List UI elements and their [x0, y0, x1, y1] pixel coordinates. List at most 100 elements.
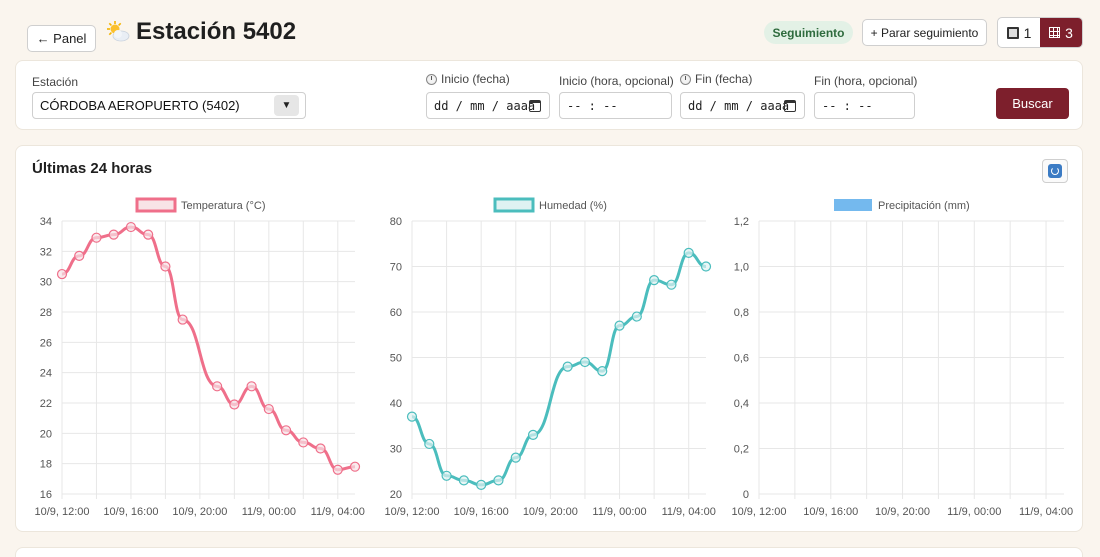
x-tick-label: 10/9, 16:00: [454, 506, 509, 518]
x-tick-label: 10/9, 20:00: [523, 506, 578, 518]
refresh-icon: [1048, 164, 1062, 178]
data-point: [143, 229, 154, 240]
y-tick-label: 80: [390, 216, 402, 228]
y-tick-label: 0,2: [734, 444, 749, 456]
data-point: [125, 221, 137, 233]
end-date-label: Fin (fecha): [680, 72, 752, 86]
series-line: [411, 251, 707, 487]
data-point: [424, 438, 435, 450]
legend-swatch: [834, 199, 872, 211]
y-tick-label: 0,8: [734, 307, 749, 319]
start-time-input[interactable]: -- : --: [559, 92, 672, 119]
x-tick-label: 10/9, 16:00: [103, 506, 158, 518]
data-point: [579, 356, 591, 368]
view-single-button[interactable]: 1: [998, 18, 1040, 47]
legend-label: Precipitación (mm): [878, 200, 970, 212]
clock-icon: [426, 73, 437, 85]
y-tick-label: 20: [40, 428, 52, 440]
station-label: Estación: [32, 75, 78, 89]
x-tick-label: 10/9, 12:00: [34, 506, 89, 518]
x-tick-label: 11/9, 00:00: [592, 506, 646, 518]
calendar-icon[interactable]: [529, 100, 541, 112]
data-point: [74, 250, 85, 261]
bottom-card: [15, 547, 1083, 557]
page-header: Estación 5402: [106, 18, 296, 46]
y-tick-label: 30: [390, 444, 402, 456]
end-time-label-text: Fin (hora, opcional): [814, 74, 918, 88]
data-point: [56, 268, 68, 280]
data-point: [212, 381, 223, 392]
data-point: [614, 320, 625, 331]
search-label: Buscar: [1012, 96, 1053, 111]
clock-icon: [680, 73, 691, 85]
station-select[interactable]: CÓRDOBA AEROPUERTO (5402) ▼: [32, 92, 306, 119]
data-point: [315, 443, 326, 454]
filter-card: Estación CÓRDOBA AEROPUERTO (5402) ▼ Ini…: [15, 60, 1083, 130]
y-tick-label: 16: [40, 489, 52, 501]
view-grid-label: 3: [1065, 24, 1073, 41]
x-tick-label: 10/9, 12:00: [384, 506, 439, 518]
station-label-text: Estación: [32, 75, 79, 89]
start-time-placeholder: -- : --: [567, 98, 618, 113]
x-tick-label: 11/9, 04:00: [1019, 506, 1073, 518]
sun-cloud-icon: [107, 21, 130, 42]
x-tick-label: 11/9, 00:00: [947, 506, 1001, 518]
y-tick-label: 30: [40, 277, 52, 289]
data-point: [298, 437, 309, 448]
station-select-value: CÓRDOBA AEROPUERTO (5402): [40, 98, 240, 113]
end-date-placeholder: dd / mm / aaaa: [688, 98, 790, 113]
y-tick-label: 28: [40, 307, 52, 319]
data-point: [349, 461, 361, 472]
y-tick-label: 60: [390, 307, 402, 319]
data-point: [406, 411, 418, 422]
end-date-input[interactable]: dd / mm / aaaa: [680, 92, 805, 119]
back-label: ← Panel: [36, 31, 87, 46]
data-point: [441, 470, 452, 481]
end-time-placeholder: -- : --: [822, 98, 873, 113]
data-point: [332, 464, 343, 475]
start-time-label-text: Inicio (hora, opcional): [559, 74, 674, 88]
view-toggle: 1 3: [997, 17, 1083, 48]
stop-follow-label: + Parar seguimiento: [870, 25, 979, 40]
single-view-icon: [1006, 26, 1019, 39]
data-point: [683, 247, 694, 258]
end-time-label: Fin (hora, opcional): [814, 74, 917, 88]
y-tick-label: 20: [390, 489, 402, 501]
x-tick-label: 11/9, 04:00: [662, 506, 716, 518]
y-tick-label: 24: [40, 368, 52, 380]
y-tick-label: 22: [40, 398, 52, 410]
data-point: [562, 361, 573, 372]
grid-view-icon: [1049, 27, 1061, 38]
start-date-label-text: Inicio (fecha): [441, 72, 510, 86]
data-point: [458, 475, 469, 486]
back-to-panel-button[interactable]: ← Panel: [27, 25, 96, 52]
start-date-placeholder: dd / mm / aaaa: [434, 98, 536, 113]
data-point: [510, 452, 521, 463]
y-tick-label: 50: [390, 353, 402, 365]
search-button[interactable]: Buscar: [996, 88, 1069, 119]
end-time-input[interactable]: -- : --: [814, 92, 915, 119]
data-point: [700, 261, 712, 272]
y-tick-label: 40: [390, 398, 402, 410]
charts-area: Temperatura (°C) 34 32 30 28 26 24 22 20 18 16 10/9…: [34, 197, 1073, 518]
start-date-input[interactable]: dd / mm / aaaa: [426, 92, 550, 119]
page-title: Estación 5402: [136, 18, 297, 45]
data-point: [160, 261, 171, 272]
data-point: [527, 429, 539, 440]
data-point: [280, 425, 292, 436]
x-tick-label: 11/9, 04:00: [311, 506, 365, 518]
view-single-label: 1: [1023, 24, 1032, 41]
calendar-icon[interactable]: [784, 100, 796, 112]
legend-label: Temperatura (°C): [181, 200, 265, 212]
data-point: [246, 381, 257, 392]
legend-label: Humedad (%): [539, 200, 607, 212]
panel-title: Últimas 24 horas: [32, 160, 153, 177]
data-point: [263, 403, 274, 415]
legend-swatch: [493, 197, 535, 213]
data-point: [631, 311, 642, 322]
refresh-button[interactable]: [1042, 159, 1068, 183]
charts-card: Últimas 24 horas Temperatura (°C) 34 32 30 2…: [15, 145, 1083, 532]
y-tick-label: 1,2: [734, 216, 749, 228]
view-grid-button[interactable]: 3: [1040, 18, 1082, 47]
stop-follow-button[interactable]: + Parar seguimiento: [862, 19, 987, 46]
